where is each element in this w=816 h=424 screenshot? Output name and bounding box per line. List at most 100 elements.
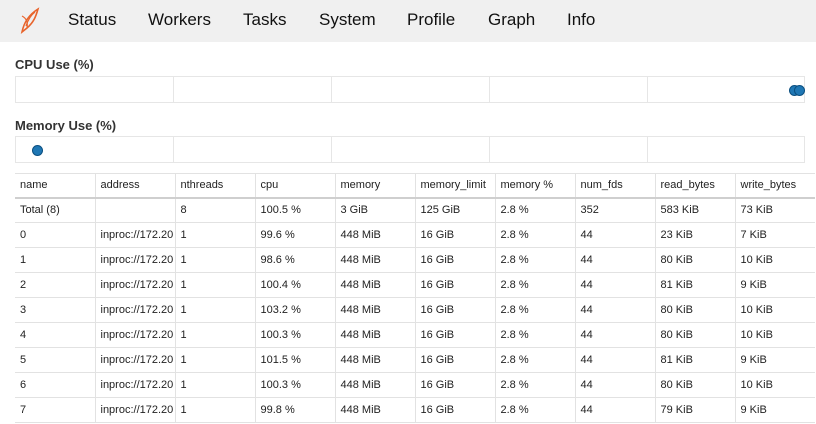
table-cell: 9 KiB bbox=[734, 272, 815, 298]
table-cell: 23 KiB bbox=[654, 222, 735, 248]
table-cell: 44 bbox=[574, 347, 655, 373]
table-cell: 1 bbox=[174, 222, 255, 248]
table-cell: 448 MiB bbox=[334, 372, 415, 398]
table-cell: 2.8 % bbox=[494, 247, 575, 273]
table-cell: 2.8 % bbox=[494, 197, 575, 223]
table-row: 3 inproc://172.20 1 103.2 % 448 MiB 16 GiB 2.8… bbox=[15, 297, 815, 323]
table-cell: 2.8 % bbox=[494, 272, 575, 298]
table-row: 0 inproc://172.20 1 99.6 % 448 MiB 16 GiB 2.8 … bbox=[15, 222, 815, 248]
table-row: 5 inproc://172.20 1 101.5 % 448 MiB 16 GiB 2.8… bbox=[15, 347, 815, 373]
column-header[interactable]: memory % bbox=[494, 173, 575, 199]
table-cell: 448 MiB bbox=[334, 272, 415, 298]
table-cell: 16 GiB bbox=[414, 247, 495, 273]
nav-bar: Status Workers Tasks System Profile Graph Info bbox=[0, 0, 816, 42]
table-cell: 16 GiB bbox=[414, 372, 495, 398]
table-cell: 10 KiB bbox=[734, 247, 815, 273]
table-cell: 16 GiB bbox=[414, 222, 495, 248]
table-cell: 44 bbox=[574, 247, 655, 273]
table-cell: 9 KiB bbox=[734, 397, 815, 423]
table-cell: 99.8 % bbox=[254, 397, 335, 423]
table-cell: 100.3 % bbox=[254, 322, 335, 348]
table-cell: 16 GiB bbox=[414, 297, 495, 323]
nav-link[interactable]: Graph bbox=[488, 10, 536, 29]
table-cell: Total (8) bbox=[15, 197, 95, 223]
table-cell: 16 GiB bbox=[414, 322, 495, 348]
table-cell: 10 KiB bbox=[734, 322, 815, 348]
column-header[interactable]: memory_limit bbox=[414, 173, 495, 199]
table-cell: 448 MiB bbox=[334, 322, 415, 348]
table-cell: 100.3 % bbox=[254, 372, 335, 398]
header-row: name address nthreads cpu memory memory_limit… bbox=[15, 173, 815, 199]
memory-plot bbox=[15, 136, 805, 163]
table-cell: 16 GiB bbox=[414, 347, 495, 373]
table-cell: inproc://172.20 bbox=[94, 347, 175, 373]
table-cell: 6 bbox=[15, 372, 95, 398]
memory-dot bbox=[32, 145, 43, 156]
table-row: 7 inproc://172.20 1 99.8 % 448 MiB 16 GiB 2.8 … bbox=[15, 397, 815, 423]
table-cell: 8 bbox=[174, 197, 255, 223]
table-row: Total (8) 8 100.5 % 3 GiB 125 GiB 2.8 % 352 583… bbox=[15, 197, 815, 223]
table-cell: 1 bbox=[174, 347, 255, 373]
cpu-plot bbox=[15, 76, 805, 103]
nav-link[interactable]: Status bbox=[68, 10, 117, 29]
nav-link[interactable]: Tasks bbox=[243, 10, 287, 29]
column-header[interactable]: write_bytes bbox=[734, 173, 815, 199]
table-cell: 0 bbox=[15, 222, 95, 248]
table-cell: 2 bbox=[15, 272, 95, 298]
table-cell: 100.4 % bbox=[254, 272, 335, 298]
table-cell: 1 bbox=[174, 247, 255, 273]
table-cell: 448 MiB bbox=[334, 347, 415, 373]
table-cell: 2.8 % bbox=[494, 322, 575, 348]
table-cell: inproc://172.20 bbox=[94, 247, 175, 273]
table-cell: 16 GiB bbox=[414, 272, 495, 298]
table-cell: 1 bbox=[174, 372, 255, 398]
table-cell: inproc://172.20 bbox=[94, 322, 175, 348]
table-cell: 448 MiB bbox=[334, 247, 415, 273]
column-header[interactable]: read_bytes bbox=[654, 173, 735, 199]
table-cell: 2.8 % bbox=[494, 397, 575, 423]
section-title: Memory Use (%) bbox=[15, 118, 117, 133]
nav-link[interactable]: Info bbox=[567, 10, 596, 29]
logo[interactable] bbox=[18, 6, 42, 34]
table-row: 6 inproc://172.20 1 100.3 % 448 MiB 16 GiB 2.8… bbox=[15, 372, 815, 398]
column-header[interactable]: name bbox=[15, 173, 95, 199]
table-cell: 2.8 % bbox=[494, 297, 575, 323]
table-cell: 101.5 % bbox=[254, 347, 335, 373]
nav-link[interactable]: Profile bbox=[407, 10, 456, 29]
table-cell: 125 GiB bbox=[414, 197, 495, 223]
table-cell: 3 bbox=[15, 297, 95, 323]
table-cell: 80 KiB bbox=[654, 247, 735, 273]
column-header[interactable]: address bbox=[94, 173, 175, 199]
table-cell: 1 bbox=[174, 272, 255, 298]
nav-link[interactable]: System bbox=[319, 10, 376, 29]
table-cell: 100.5 % bbox=[254, 197, 335, 223]
table-cell: 583 KiB bbox=[654, 197, 735, 223]
table-cell: 3 GiB bbox=[334, 197, 415, 223]
nav-link[interactable]: Workers bbox=[148, 10, 211, 29]
table-cell: 2.8 % bbox=[494, 222, 575, 248]
table-cell: 10 KiB bbox=[734, 297, 815, 323]
table-cell: 44 bbox=[574, 322, 655, 348]
table-cell: 7 bbox=[15, 397, 95, 423]
table-cell: 73 KiB bbox=[734, 197, 815, 223]
table-cell: inproc://172.20 bbox=[94, 297, 175, 323]
table-cell: inproc://172.20 bbox=[94, 397, 175, 423]
table-cell: 80 KiB bbox=[654, 372, 735, 398]
table-cell: 9 KiB bbox=[734, 347, 815, 373]
table-cell: 44 bbox=[574, 297, 655, 323]
table-cell: 448 MiB bbox=[334, 222, 415, 248]
table-cell: 16 GiB bbox=[414, 397, 495, 423]
column-header[interactable]: cpu bbox=[254, 173, 335, 199]
table-cell: 2.8 % bbox=[494, 347, 575, 373]
column-header[interactable]: num_fds bbox=[574, 173, 655, 199]
table-cell: 5 bbox=[15, 347, 95, 373]
table-row: 4 inproc://172.20 1 100.3 % 448 MiB 16 GiB 2.8… bbox=[15, 322, 815, 348]
table-cell: 448 MiB bbox=[334, 297, 415, 323]
table-cell: 2.8 % bbox=[494, 372, 575, 398]
table-cell: 44 bbox=[574, 272, 655, 298]
column-header[interactable]: nthreads bbox=[174, 173, 255, 199]
table-cell: 44 bbox=[574, 397, 655, 423]
table-cell: 98.6 % bbox=[254, 247, 335, 273]
column-header[interactable]: memory bbox=[334, 173, 415, 199]
